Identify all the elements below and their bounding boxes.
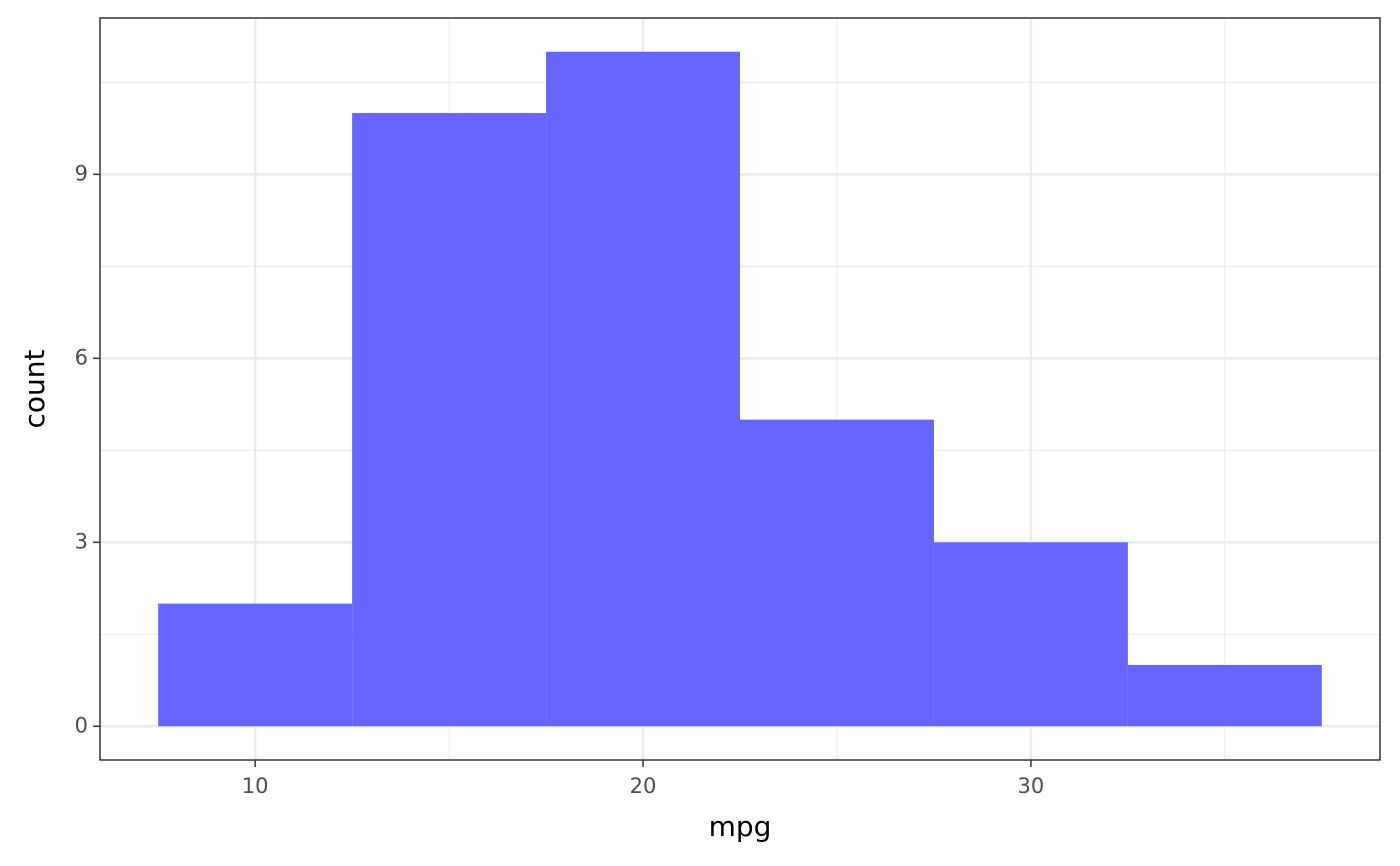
x-axis-title: mpg xyxy=(709,810,772,843)
histogram-bar xyxy=(546,51,740,727)
y-axis-title: count xyxy=(18,349,51,428)
histogram-bar xyxy=(352,113,547,727)
histogram-bar xyxy=(1127,664,1322,727)
x-tick-label: 20 xyxy=(630,774,657,798)
y-tick-label: 6 xyxy=(75,345,88,369)
y-tick-label: 9 xyxy=(75,161,88,185)
histogram-bar xyxy=(740,419,934,727)
x-tick-label: 10 xyxy=(242,774,269,798)
histogram-bar xyxy=(933,542,1128,727)
y-tick-label: 0 xyxy=(75,713,88,737)
x-tick-label: 30 xyxy=(1018,774,1045,798)
y-tick-label: 3 xyxy=(75,529,88,553)
histogram-bar xyxy=(158,603,353,727)
panel-border xyxy=(99,17,1381,761)
